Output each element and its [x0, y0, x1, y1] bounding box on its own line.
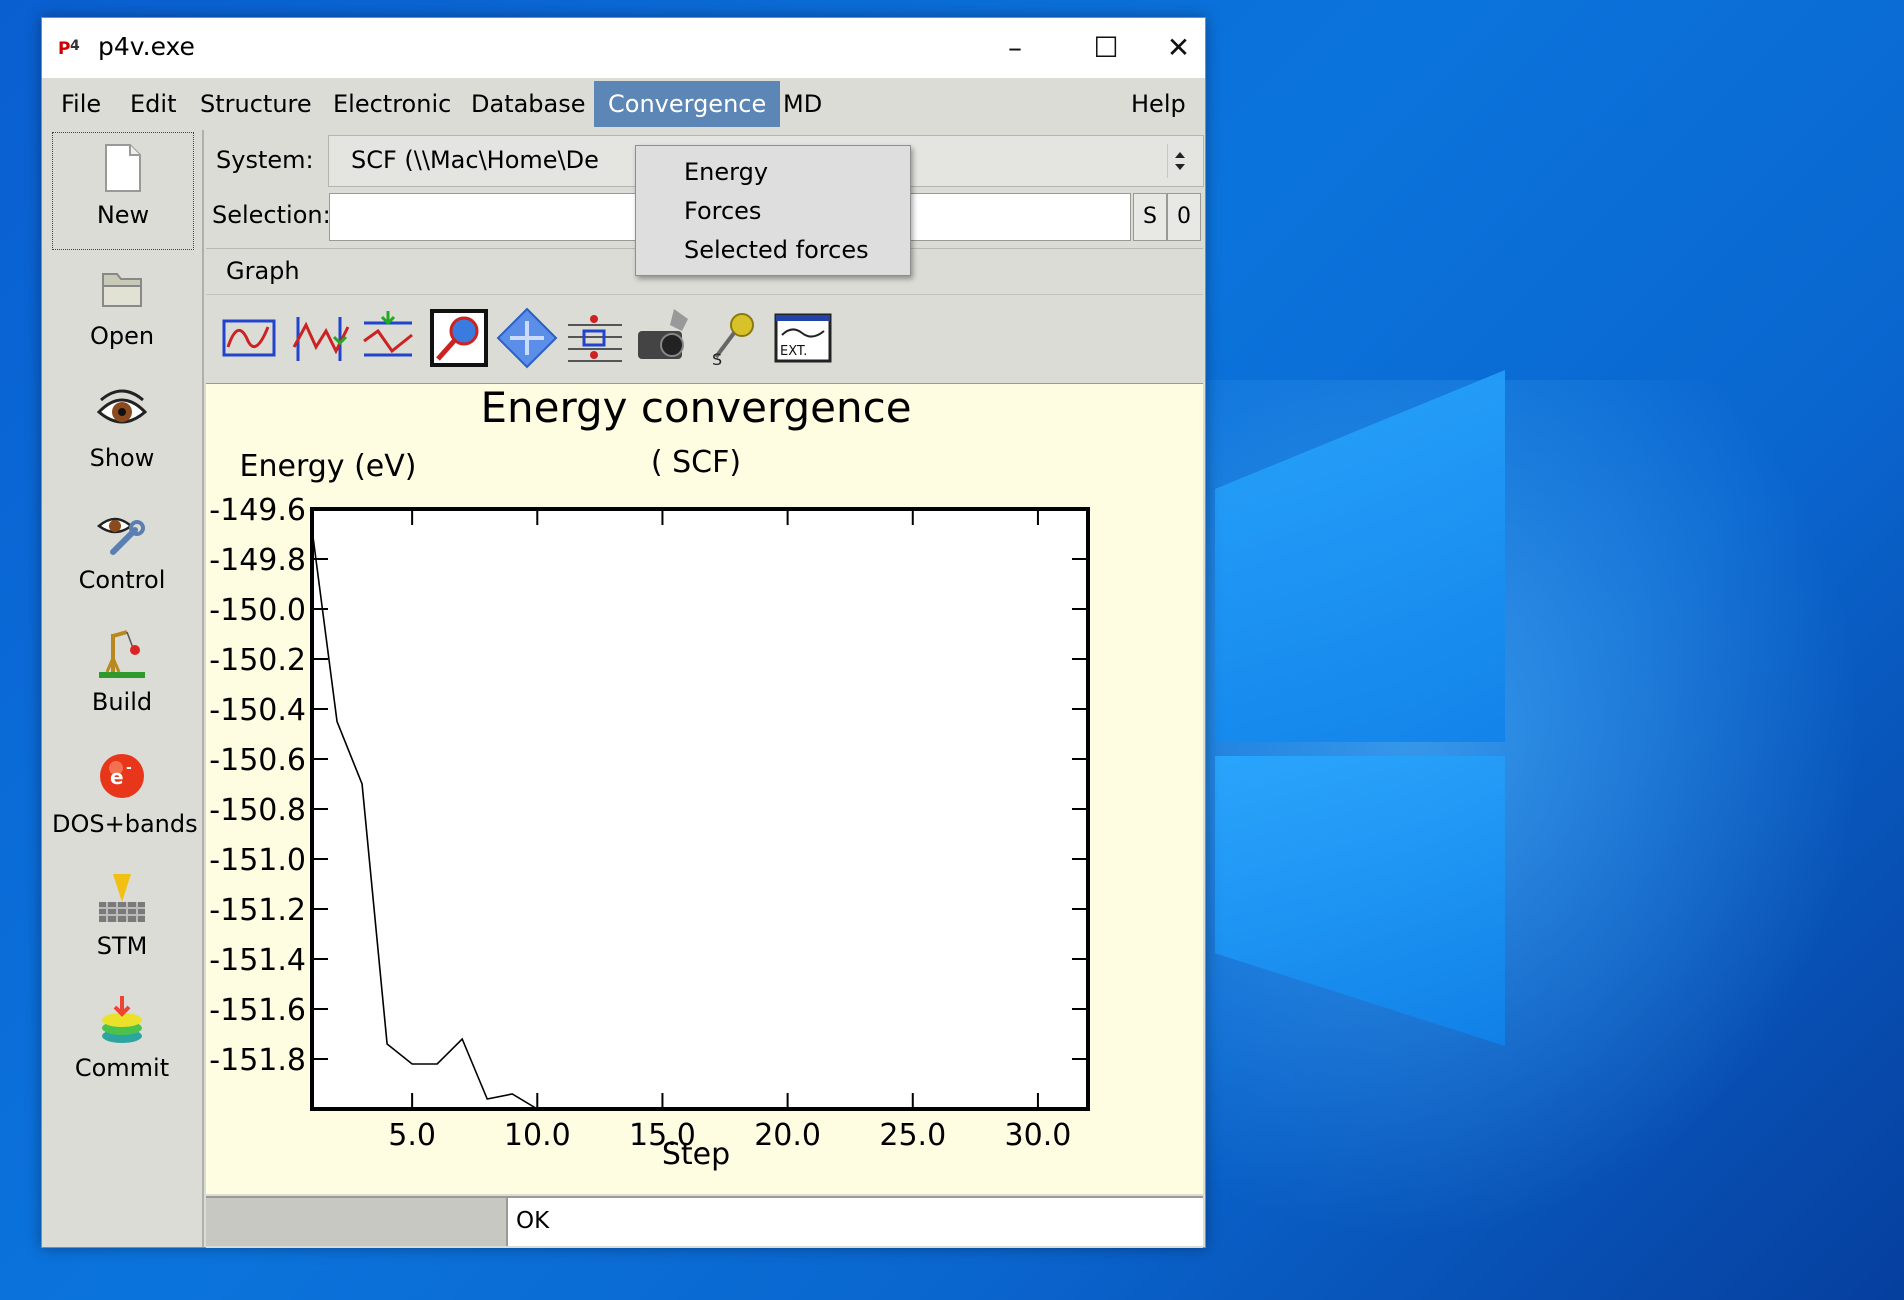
eye-icon [97, 389, 147, 424]
sidebar-item-new[interactable]: New [52, 132, 194, 250]
menu-edit[interactable]: Edit [130, 90, 177, 118]
sidebar-item-open[interactable]: Open [52, 254, 192, 370]
graph-toolbar: S EXT. [206, 294, 1203, 385]
y-tick-label: -150.0 [209, 593, 306, 628]
tab-graph-label: Graph [226, 257, 300, 285]
new-file-icon [105, 144, 141, 192]
sidebar-item-label: DOS+bands [52, 810, 198, 838]
s-button[interactable]: S [1133, 193, 1167, 241]
y-tick-label: -150.8 [209, 793, 306, 828]
x-tick-label: 10.0 [504, 1118, 571, 1153]
system-value: SCF (\\Mac\Home\De [351, 146, 599, 174]
status-message: OK [516, 1208, 550, 1234]
y-tick-label: -151.2 [209, 893, 306, 928]
svg-text:4: 4 [70, 38, 80, 54]
chart-title: Energy convergence [480, 384, 911, 432]
y-tick-label: -151.4 [209, 943, 306, 978]
spin-arrows-icon[interactable] [1167, 144, 1193, 178]
sidebar: New Open Show Contro [42, 130, 204, 1247]
app-icon: P 4 [58, 38, 80, 58]
title-bar[interactable]: P 4 p4v.exe – ☐ ✕ [42, 18, 1205, 78]
axes-adjust-icon[interactable] [564, 307, 626, 369]
x-tick-label: 20.0 [754, 1118, 821, 1153]
x-tick-label: 5.0 [388, 1118, 436, 1153]
graph-split-icon[interactable] [358, 307, 420, 369]
y-tick-label: -151.0 [209, 843, 306, 878]
minimize-button[interactable]: – [1008, 31, 1022, 64]
energy-chart: Energy convergence ( SCF) Energy (eV) St… [209, 384, 1090, 1172]
energy-series-line [311, 528, 538, 1110]
app-window: P 4 p4v.exe – ☐ ✕ File Edit Structure El… [41, 17, 1206, 1248]
sidebar-item-label: Commit [74, 1054, 170, 1082]
x-tick-label: 25.0 [879, 1118, 946, 1153]
sidebar-item-dos-bands[interactable]: e - DOS+bands [52, 742, 198, 858]
menu-bar: File Edit Structure Electronic Database … [42, 81, 1205, 127]
maximize-button[interactable]: ☐ [1093, 31, 1119, 64]
chart-xlabel: Step [662, 1137, 730, 1172]
menu-item-selected-forces[interactable]: Selected forces [684, 236, 869, 264]
ext-label: EXT. [780, 344, 807, 359]
graph-peaks-icon[interactable] [290, 307, 352, 369]
chart-subtitle: ( SCF) [651, 445, 741, 480]
sidebar-item-label: Control [78, 566, 166, 594]
chart-frame [310, 507, 1090, 1111]
menu-database[interactable]: Database [471, 90, 586, 118]
menu-convergence[interactable]: Convergence [594, 81, 781, 127]
svg-text:-: - [126, 760, 132, 776]
svg-text:e: e [110, 765, 124, 789]
y-tick-label: -150.4 [209, 693, 306, 728]
y-tick-label: -150.2 [209, 643, 306, 678]
electron-icon: e - [100, 754, 144, 798]
external-icon[interactable]: EXT. [772, 307, 834, 369]
camera-icon[interactable] [634, 307, 696, 369]
y-tick-label: -150.6 [209, 743, 306, 778]
sidebar-item-label: Open [89, 322, 155, 350]
zero-button[interactable]: 0 [1167, 193, 1201, 241]
x-tick-label: 30.0 [1005, 1118, 1072, 1153]
status-bar: OK [206, 1196, 1203, 1248]
commit-icon [102, 996, 142, 1043]
svg-text:S: S [712, 350, 722, 369]
pin-icon[interactable]: S [702, 307, 764, 369]
menu-item-energy[interactable]: Energy [684, 158, 769, 186]
zoom-icon[interactable] [428, 307, 490, 369]
sidebar-item-commit[interactable]: Commit [52, 986, 192, 1102]
sidebar-item-control[interactable]: Control [52, 498, 192, 614]
graph-frame-icon[interactable] [220, 307, 282, 369]
close-button[interactable]: ✕ [1166, 31, 1191, 64]
y-tick-label: -151.8 [209, 1043, 306, 1078]
status-left [206, 1198, 508, 1246]
main-panel: System: SCF (\\Mac\Home\De Selection: S … [204, 130, 1205, 1248]
chart-ylabel: Energy (eV) [240, 449, 417, 484]
menu-electronic[interactable]: Electronic [333, 90, 452, 118]
menu-md[interactable]: MD [783, 90, 823, 118]
plot-area: Energy convergence ( SCF) Energy (eV) St… [206, 384, 1203, 1194]
eye-wrench-icon [97, 517, 145, 555]
y-tick-label: -149.8 [209, 543, 306, 578]
y-tick-label: -149.6 [209, 493, 306, 528]
menu-item-forces[interactable]: Forces [684, 197, 762, 225]
crane-icon [99, 630, 145, 678]
sidebar-item-label: Build [91, 688, 153, 716]
pan-icon[interactable] [496, 307, 558, 369]
y-tick-label: -151.6 [209, 993, 306, 1028]
window-title: p4v.exe [98, 32, 195, 61]
stm-icon [99, 874, 145, 922]
sidebar-item-show[interactable]: Show [52, 376, 192, 492]
system-label: System: [216, 146, 314, 174]
status-message-box: OK [508, 1198, 1203, 1246]
x-tick-label: 15.0 [629, 1118, 696, 1153]
sidebar-item-label: Show [89, 444, 155, 472]
folder-icon [102, 273, 142, 307]
menu-file[interactable]: File [61, 90, 102, 118]
menu-help[interactable]: Help [1131, 90, 1186, 118]
sidebar-item-build[interactable]: Build [52, 620, 192, 736]
sidebar-item-label: New [96, 201, 150, 229]
sidebar-item-label: STM [96, 932, 148, 960]
svg-text:P: P [58, 39, 70, 58]
convergence-dropdown-menu: Energy Forces Selected forces [635, 145, 911, 276]
menu-structure[interactable]: Structure [200, 90, 312, 118]
sidebar-item-stm[interactable]: STM [52, 864, 192, 980]
selection-label: Selection: [212, 201, 331, 229]
